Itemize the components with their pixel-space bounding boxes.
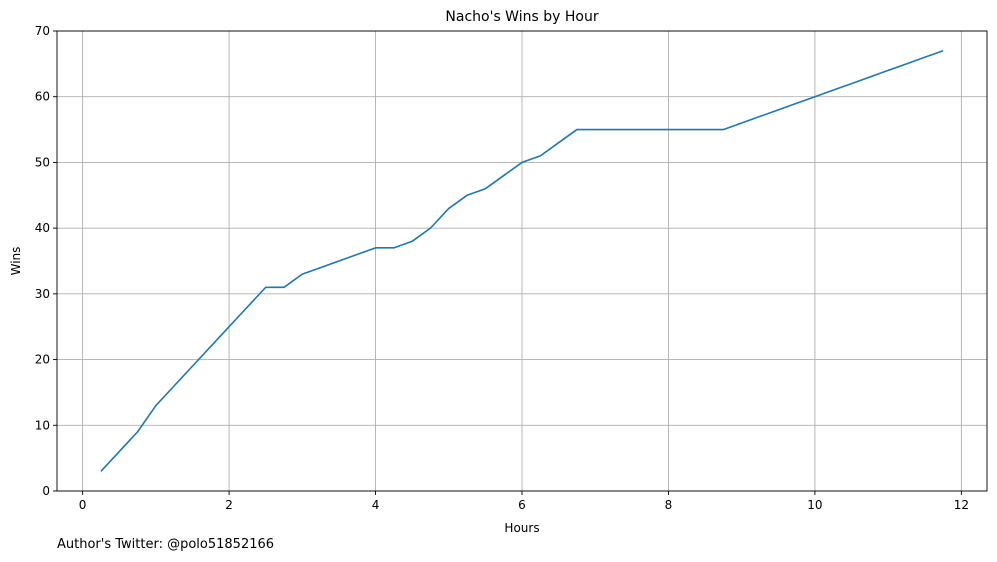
y-tick-label: 60 bbox=[35, 90, 50, 104]
y-axis-label: Wins bbox=[9, 247, 23, 276]
x-axis-label: Hours bbox=[504, 521, 539, 535]
x-tick-label: 10 bbox=[807, 498, 822, 512]
grid bbox=[57, 30, 987, 492]
x-tick-label: 2 bbox=[225, 498, 233, 512]
y-tick-label: 0 bbox=[42, 484, 50, 498]
x-tick-label: 12 bbox=[954, 498, 969, 512]
y-tick-label: 10 bbox=[35, 418, 50, 432]
y-tick-label: 50 bbox=[35, 155, 50, 169]
y-tick-label: 40 bbox=[35, 221, 50, 235]
y-tick-label: 20 bbox=[35, 353, 50, 367]
x-tick-label: 8 bbox=[665, 498, 673, 512]
y-tick-label: 70 bbox=[35, 24, 50, 38]
chart-title: Nacho's Wins by Hour bbox=[445, 9, 598, 25]
author-footnote: Author's Twitter: @polo51852166 bbox=[57, 537, 275, 552]
series-line bbox=[100, 49, 944, 472]
axes: 0 2 4 6 8 10 12 0 10 20 30 40 50 60 70 bbox=[35, 24, 988, 512]
series-wins bbox=[100, 49, 944, 472]
y-tick-label: 30 bbox=[35, 287, 50, 301]
x-tick-label: 4 bbox=[372, 498, 380, 512]
x-tick-label: 6 bbox=[518, 498, 526, 512]
x-tick-label: 0 bbox=[79, 498, 87, 512]
